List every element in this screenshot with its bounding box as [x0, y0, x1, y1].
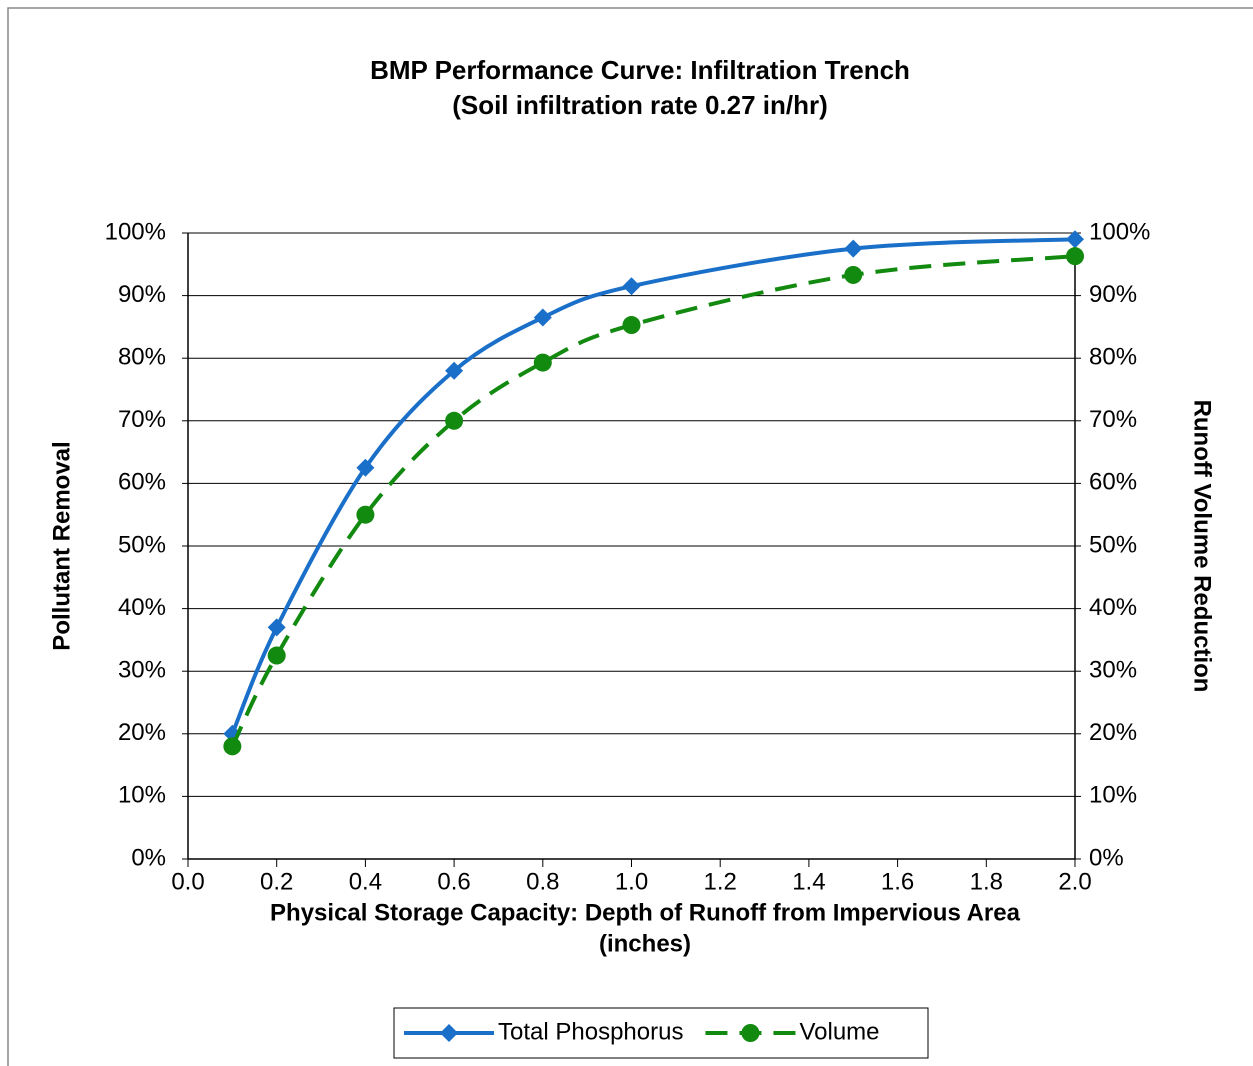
- x-tick-label: 1.0: [615, 868, 648, 895]
- y2-tick-label: 90%: [1089, 281, 1137, 308]
- data-point: [622, 316, 641, 335]
- data-point: [445, 411, 464, 430]
- y-tick-label: 40%: [118, 594, 166, 621]
- chart-frame: [7, 7, 1253, 1066]
- legend-marker: [440, 1024, 458, 1042]
- y2-tick-label: 100%: [1089, 218, 1150, 245]
- y-tick-label: 100%: [105, 218, 166, 245]
- y-tick-label: 10%: [118, 782, 166, 809]
- y-tick-label: 0%: [131, 844, 166, 871]
- x-tick-label: 1.6: [881, 868, 914, 895]
- x-axis-label: (inches): [599, 930, 691, 957]
- x-tick-label: 0.2: [260, 868, 293, 895]
- legend-label: Total Phosphorus: [498, 1018, 683, 1045]
- x-axis-label: Physical Storage Capacity: Depth of Runo…: [270, 899, 1021, 926]
- legend-marker: [741, 1024, 760, 1042]
- y2-tick-label: 20%: [1089, 719, 1137, 746]
- y-tick-label: 20%: [118, 719, 166, 746]
- chart-subtitle: (Soil infiltration rate 0.27 in/hr): [452, 90, 828, 120]
- data-point: [223, 737, 242, 756]
- y-tick-label: 50%: [118, 531, 166, 558]
- data-point: [844, 239, 863, 258]
- y2-tick-label: 60%: [1089, 469, 1137, 496]
- data-point: [844, 265, 863, 284]
- data-point: [356, 458, 375, 477]
- y-tick-label: 70%: [118, 406, 166, 433]
- data-point: [533, 308, 552, 327]
- data-point: [267, 618, 286, 637]
- data-point: [533, 353, 552, 372]
- x-tick-label: 0.8: [526, 868, 559, 895]
- y-tick-label: 90%: [118, 281, 166, 308]
- x-tick-label: 0.6: [437, 868, 470, 895]
- data-point: [622, 277, 641, 296]
- y2-tick-label: 70%: [1089, 406, 1137, 433]
- data-point: [445, 361, 464, 380]
- y2-tick-label: 10%: [1089, 782, 1137, 809]
- y-axis-label: Pollutant Removal: [48, 441, 75, 650]
- x-tick-label: 1.2: [704, 868, 737, 895]
- y2-tick-label: 0%: [1089, 844, 1124, 871]
- data-point: [267, 646, 286, 665]
- data-point: [1066, 247, 1084, 266]
- y-tick-label: 80%: [118, 344, 166, 371]
- chart-title: BMP Performance Curve: Infiltration Tren…: [370, 55, 910, 85]
- x-tick-label: 1.8: [970, 868, 1003, 895]
- data-point: [356, 505, 375, 524]
- x-tick-label: 2.0: [1058, 868, 1091, 895]
- y2-tick-label: 50%: [1089, 531, 1137, 558]
- y-tick-label: 60%: [118, 469, 166, 496]
- x-tick-label: 1.4: [792, 868, 825, 895]
- y2-axis-label: Runoff Volume Reduction: [1189, 400, 1216, 693]
- y2-tick-label: 30%: [1089, 657, 1137, 684]
- x-tick-label: 0.4: [349, 868, 382, 895]
- y2-tick-label: 40%: [1089, 594, 1137, 621]
- y-tick-label: 30%: [118, 657, 166, 684]
- data-point: [1066, 230, 1084, 249]
- x-tick-label: 0.0: [171, 868, 204, 895]
- y2-tick-label: 80%: [1089, 344, 1137, 371]
- legend-label: Volume: [799, 1018, 879, 1045]
